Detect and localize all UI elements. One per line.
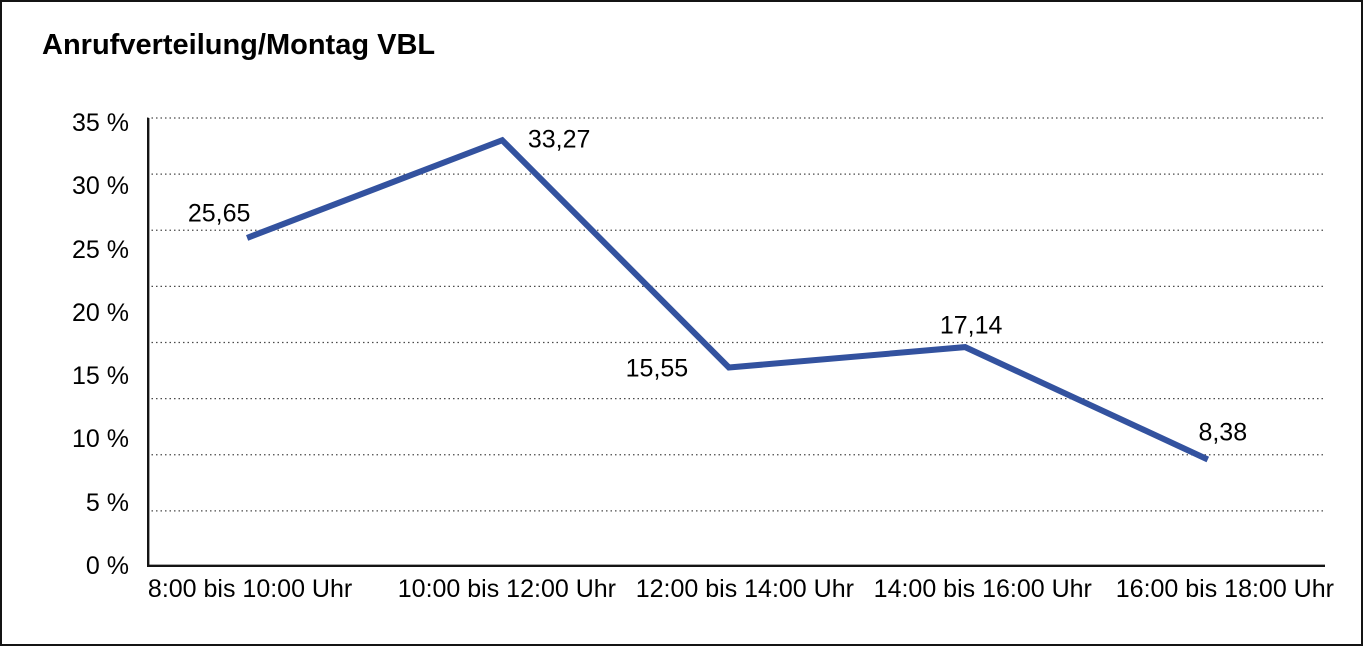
y-axis-tick-label: 25 % <box>72 235 129 264</box>
data-point-label: 15,55 <box>625 354 689 383</box>
data-point-label: 8,38 <box>1198 418 1248 447</box>
line-chart-plot-area <box>147 117 1325 567</box>
y-axis-tick-label: 30 % <box>72 172 129 201</box>
y-axis-tick-label: 20 % <box>72 298 129 327</box>
x-axis-label: 8:00 bis 10:00 Uhr <box>147 575 353 603</box>
x-axis-label: 16:00 bis 18:00 Uhr <box>1115 575 1334 603</box>
data-line <box>246 136 1210 463</box>
x-axis-label: 14:00 bis 16:00 Uhr <box>873 575 1092 603</box>
data-point-label: 33,27 <box>527 125 591 154</box>
chart-title: Anrufverteilung/Montag VBL <box>42 29 436 61</box>
y-axis-tick-label: 35 % <box>72 109 129 137</box>
y-axis-tick-label: 5 % <box>85 488 129 517</box>
x-axis-label: 10:00 bis 12:00 Uhr <box>397 575 616 603</box>
x-axis-label: 12:00 bis 14:00 Uhr <box>635 575 854 603</box>
y-axis-tick-label: 10 % <box>72 425 129 454</box>
y-axis-tick-label: 0 % <box>85 552 129 580</box>
data-point-label: 25,65 <box>187 199 251 228</box>
data-point-label: 17,14 <box>939 311 1003 340</box>
y-axis-tick-label: 15 % <box>72 362 129 391</box>
